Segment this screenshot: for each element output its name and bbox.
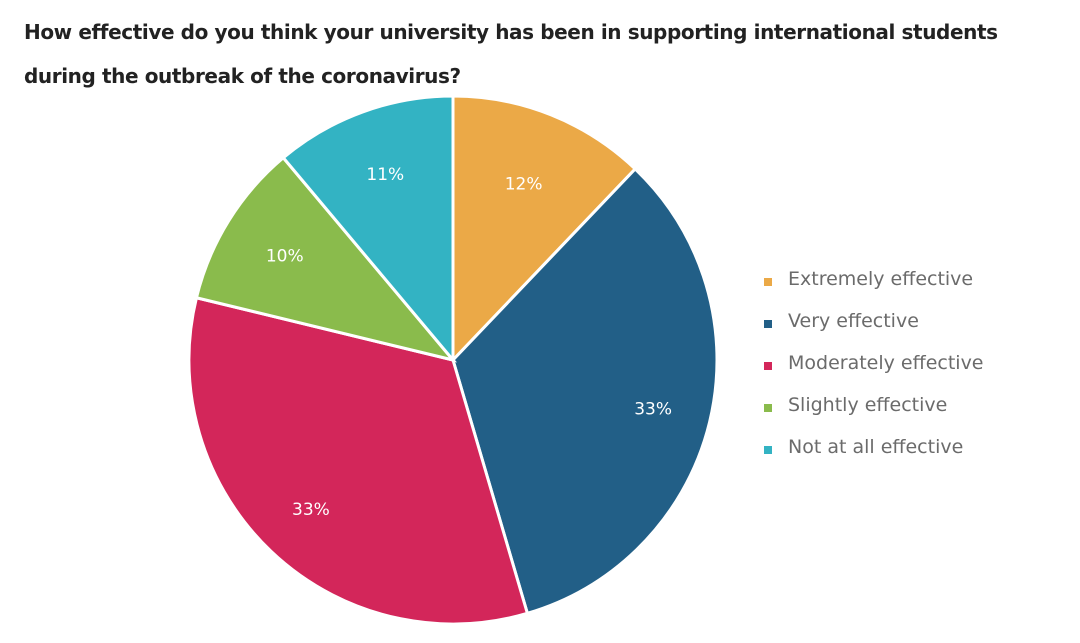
chart-title: How effective do you think your universi… [24,20,998,88]
legend-swatch [764,320,772,328]
legend-item-slightly-effective: Slightly effective [764,384,984,426]
legend-label: Not at all effective [788,436,964,458]
legend-item-extremely-effective: Extremely effective [764,258,984,300]
slice-label: 11% [366,165,404,185]
legend-label: Very effective [788,310,919,332]
legend-swatch [764,278,772,286]
legend-label: Moderately effective [788,352,984,374]
legend-label: Slightly effective [788,394,948,416]
legend-swatch [764,404,772,412]
pie-chart: 12% 33% 33% 10% 11% [187,94,719,626]
slice-label: 33% [292,500,330,520]
pie-slice-moderately-effective [187,295,530,626]
pie-slice-extremely-effective [451,94,638,364]
legend-item-not-at-all-effective: Not at all effective [764,426,984,468]
legend-swatch [764,362,772,370]
pie-slice-very-effective [451,166,719,616]
legend: Extremely effective Very effective Moder… [764,258,984,468]
legend-swatch [764,446,772,454]
slice-label: 10% [266,247,304,267]
pie-slice-not-at-all-effective [281,94,455,365]
slice-label: 33% [634,400,672,420]
slice-label: 12% [505,175,543,195]
legend-item-very-effective: Very effective [764,300,984,342]
legend-label: Extremely effective [788,268,974,290]
pie-slice-slightly-effective [194,155,458,363]
legend-item-moderately-effective: Moderately effective [764,342,984,384]
